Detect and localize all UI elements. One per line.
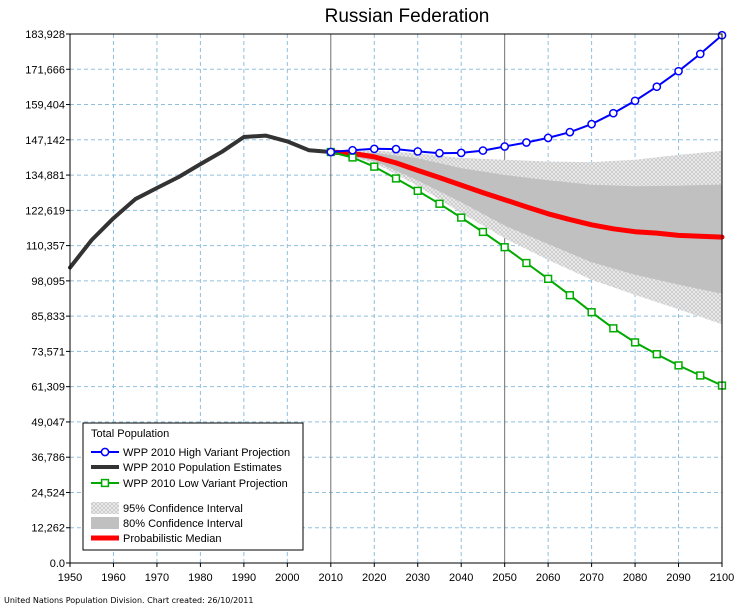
legend-entry-label: WPP 2010 High Variant Projection bbox=[123, 447, 290, 459]
chart-title: Russian Federation bbox=[325, 6, 490, 27]
y-tick-label: 24,524 bbox=[31, 487, 65, 499]
data-point-low-variant bbox=[500, 243, 509, 252]
series-line-wpp-2010-population-estimates bbox=[68, 133, 333, 270]
x-tick-label: 1990 bbox=[232, 572, 256, 584]
data-point-low-variant bbox=[630, 338, 640, 347]
legend-entry-label: WPP 2010 Population Estimates bbox=[123, 462, 282, 474]
data-point-high-variant bbox=[456, 148, 466, 158]
series-layer bbox=[68, 30, 727, 390]
x-tick-label: 2080 bbox=[623, 572, 647, 584]
data-point-low-variant bbox=[348, 153, 357, 162]
y-tick-label: 36,786 bbox=[31, 452, 65, 464]
legend-entry-label: 95% Confidence Interval bbox=[123, 503, 243, 515]
y-tick-label: 147,142 bbox=[25, 135, 65, 147]
band-80-confidence bbox=[330, 152, 722, 294]
legend-entry-label: Probabilistic Median bbox=[123, 533, 221, 545]
legend-swatch-95-ci bbox=[91, 502, 119, 514]
y-tick-label: 98,095 bbox=[31, 276, 65, 288]
legend-marker-square bbox=[100, 478, 110, 488]
data-point-low-variant bbox=[478, 227, 488, 237]
data-point-high-variant bbox=[478, 146, 488, 155]
y-tick-label: 134,881 bbox=[25, 170, 65, 182]
y-tick-label: 73,571 bbox=[31, 346, 65, 358]
data-point-high-variant bbox=[565, 127, 575, 137]
series-line-probabilistic-median bbox=[328, 149, 725, 240]
legend-marker-circle bbox=[100, 447, 110, 457]
y-tick-label: 0.0 bbox=[50, 558, 65, 570]
legend-box bbox=[82, 422, 304, 551]
x-tick-label: 1960 bbox=[101, 572, 125, 584]
data-point-high-variant bbox=[413, 147, 423, 156]
data-point-low-variant bbox=[457, 213, 466, 222]
data-point-low-variant bbox=[370, 162, 379, 171]
data-point-high-variant bbox=[587, 119, 596, 129]
data-point-high-variant bbox=[369, 144, 379, 154]
x-tick-label: 2070 bbox=[579, 572, 603, 584]
data-point-low-variant bbox=[696, 371, 705, 380]
data-point-high-variant bbox=[326, 147, 336, 157]
legend-swatch-80-ci bbox=[91, 517, 119, 529]
data-point-low-variant bbox=[543, 274, 553, 283]
data-point-high-variant bbox=[674, 66, 683, 76]
confidence-bands bbox=[330, 150, 722, 325]
x-tick-label: 1980 bbox=[188, 572, 212, 584]
y-tick-label: 183,928 bbox=[25, 29, 65, 41]
data-point-high-variant bbox=[608, 108, 618, 118]
plot-frame bbox=[69, 33, 723, 564]
data-point-low-variant bbox=[435, 199, 444, 208]
y-tick-label: 171,666 bbox=[25, 64, 65, 76]
y-tick-label: 110,357 bbox=[26, 241, 65, 253]
y-tick-label: 49,047 bbox=[31, 417, 65, 429]
x-tick-label: 1950 bbox=[58, 572, 82, 584]
data-point-high-variant bbox=[543, 133, 553, 143]
data-point-low-variant bbox=[413, 186, 422, 195]
data-point-low-variant bbox=[609, 324, 618, 333]
x-tick-label: 1970 bbox=[145, 572, 169, 584]
data-point-high-variant bbox=[630, 96, 640, 106]
data-point-low-variant bbox=[565, 291, 575, 300]
data-point-high-variant bbox=[522, 138, 531, 147]
x-tick-label: 2030 bbox=[405, 572, 429, 584]
y-tick-label: 159,404 bbox=[25, 100, 65, 112]
x-tick-label: 2010 bbox=[319, 572, 343, 584]
x-tick-label: 2100 bbox=[710, 572, 734, 584]
x-tick-label: 2000 bbox=[275, 572, 299, 584]
data-point-low-variant bbox=[587, 308, 596, 317]
axes-layer: 0.0 12,262 24,524 36,786 49,047 61,309 73,571 8… bbox=[25, 29, 734, 584]
y-tick-label: 85,833 bbox=[31, 311, 65, 323]
legend: Total Population WPP 2010 High Variant Pr… bbox=[82, 422, 304, 551]
chart-footer: United Nations Population Division. Char… bbox=[4, 596, 253, 605]
legend-entry-label: 80% Confidence Interval bbox=[123, 518, 243, 530]
x-tick-label: 2090 bbox=[666, 572, 690, 584]
data-point-high-variant bbox=[391, 144, 401, 154]
data-point-high-variant bbox=[435, 148, 444, 158]
x-tick-label: 2060 bbox=[536, 572, 560, 584]
y-tick-label: 12,262 bbox=[31, 523, 65, 535]
data-point-high-variant bbox=[500, 142, 510, 151]
y-tick-label: 122,619 bbox=[25, 205, 65, 217]
data-point-low-variant bbox=[674, 361, 683, 370]
legend-title: Total Population bbox=[91, 428, 169, 440]
data-point-low-variant bbox=[391, 174, 401, 183]
data-point-high-variant bbox=[652, 82, 662, 92]
data-point-high-variant bbox=[348, 145, 357, 155]
x-tick-label: 2050 bbox=[492, 572, 516, 584]
data-point-low-variant bbox=[522, 258, 531, 268]
x-tick-label: 2020 bbox=[362, 572, 386, 584]
x-tick-label: 2040 bbox=[449, 572, 473, 584]
legend-entry-label: WPP 2010 Low Variant Projection bbox=[123, 478, 288, 490]
data-point-high-variant bbox=[695, 49, 705, 59]
data-point-low-variant bbox=[652, 350, 661, 359]
y-tick-label: 61,309 bbox=[31, 382, 65, 394]
